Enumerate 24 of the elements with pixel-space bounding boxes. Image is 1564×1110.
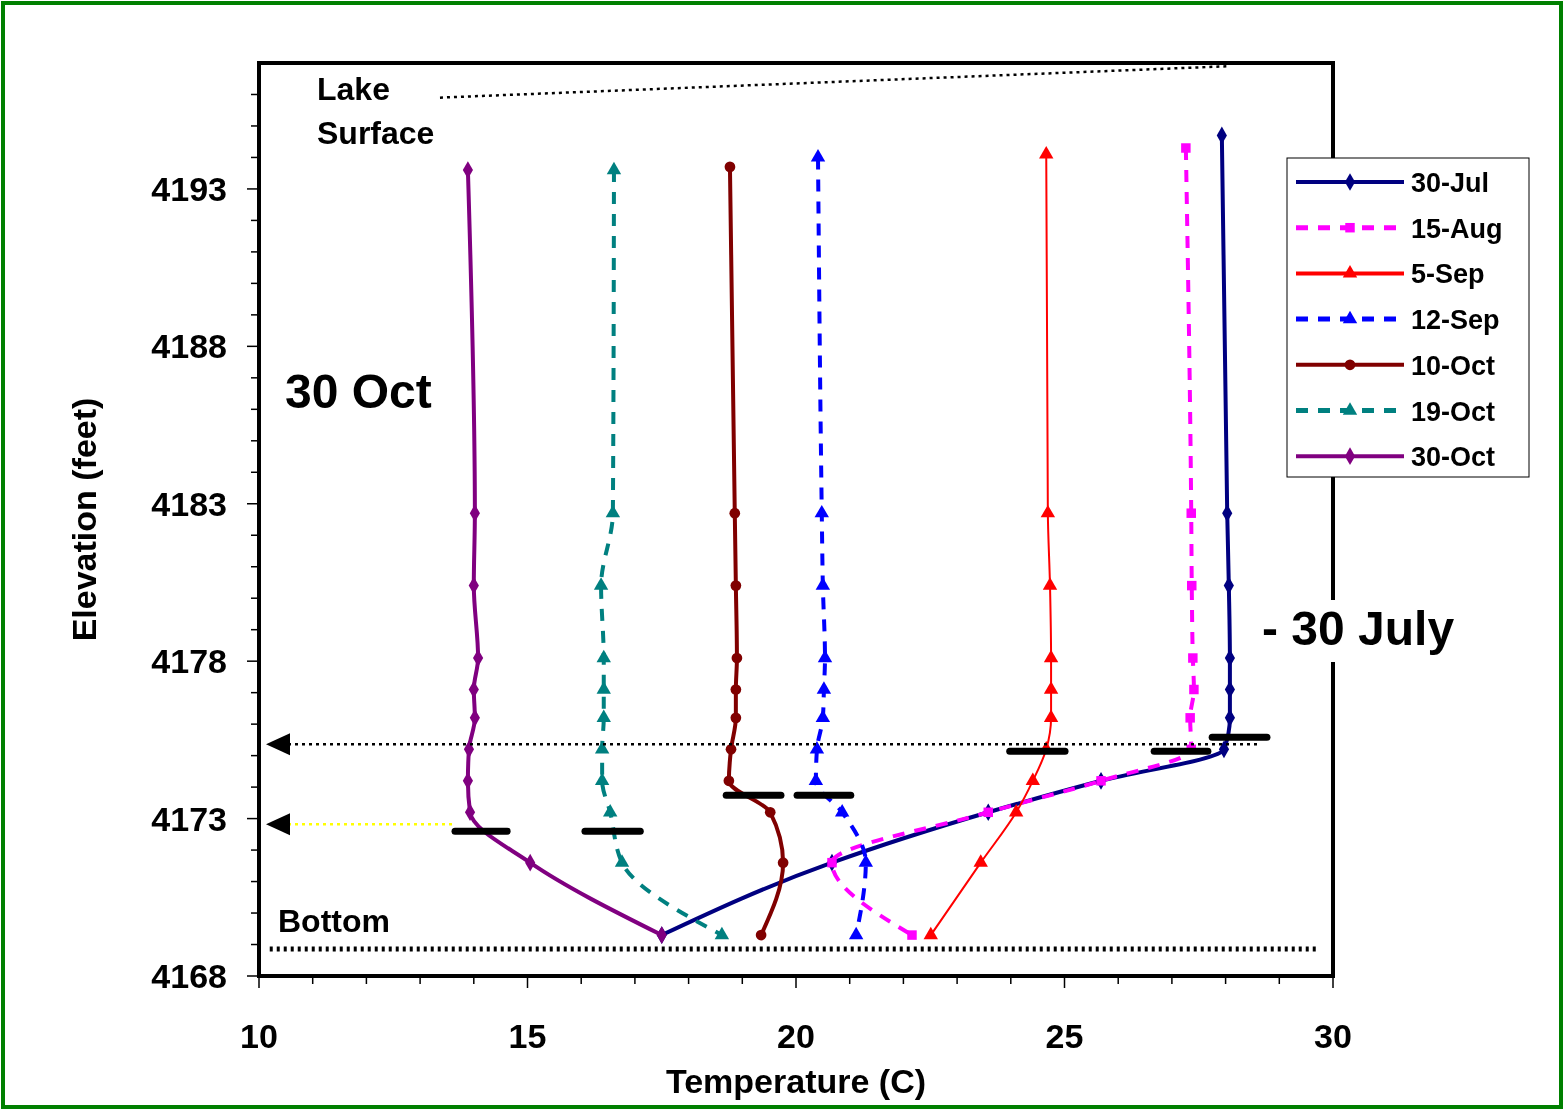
legend-label: 10-Oct [1411,350,1496,381]
annotation: Lake Surface [317,71,435,151]
y-tick-label: 4183 [151,484,227,523]
x-tick-label: 20 [777,1017,815,1055]
x-tick-label: 30 [1314,1017,1352,1055]
legend-label: 19-Oct [1411,396,1496,427]
y-tick-label: 4178 [151,642,227,681]
legend-label: 15-Aug [1411,213,1503,244]
legend-label: 30-Jul [1411,168,1490,198]
x-tick-label: 25 [1045,1017,1084,1055]
y-tick-label: 4168 [151,957,227,995]
x-tick-label: 10 [240,1017,278,1055]
annotation: 30 Oct [285,365,432,418]
y-axis-title: Elevation (feet) [65,397,103,642]
legend-label: 30-Oct [1411,442,1496,473]
y-tick-label: 4193 [151,169,227,208]
annotation: Bottom [278,903,390,939]
x-tick-label: 15 [508,1017,547,1055]
y-tick-label: 4188 [151,327,227,366]
x-axis-title: Temperature (C) [665,1062,927,1100]
legend-label: 5-Sep [1411,259,1485,290]
y-tick-label: 4173 [151,799,227,838]
annotation: - 30 July [1262,602,1455,655]
legend-label: 12-Sep [1411,305,1500,336]
